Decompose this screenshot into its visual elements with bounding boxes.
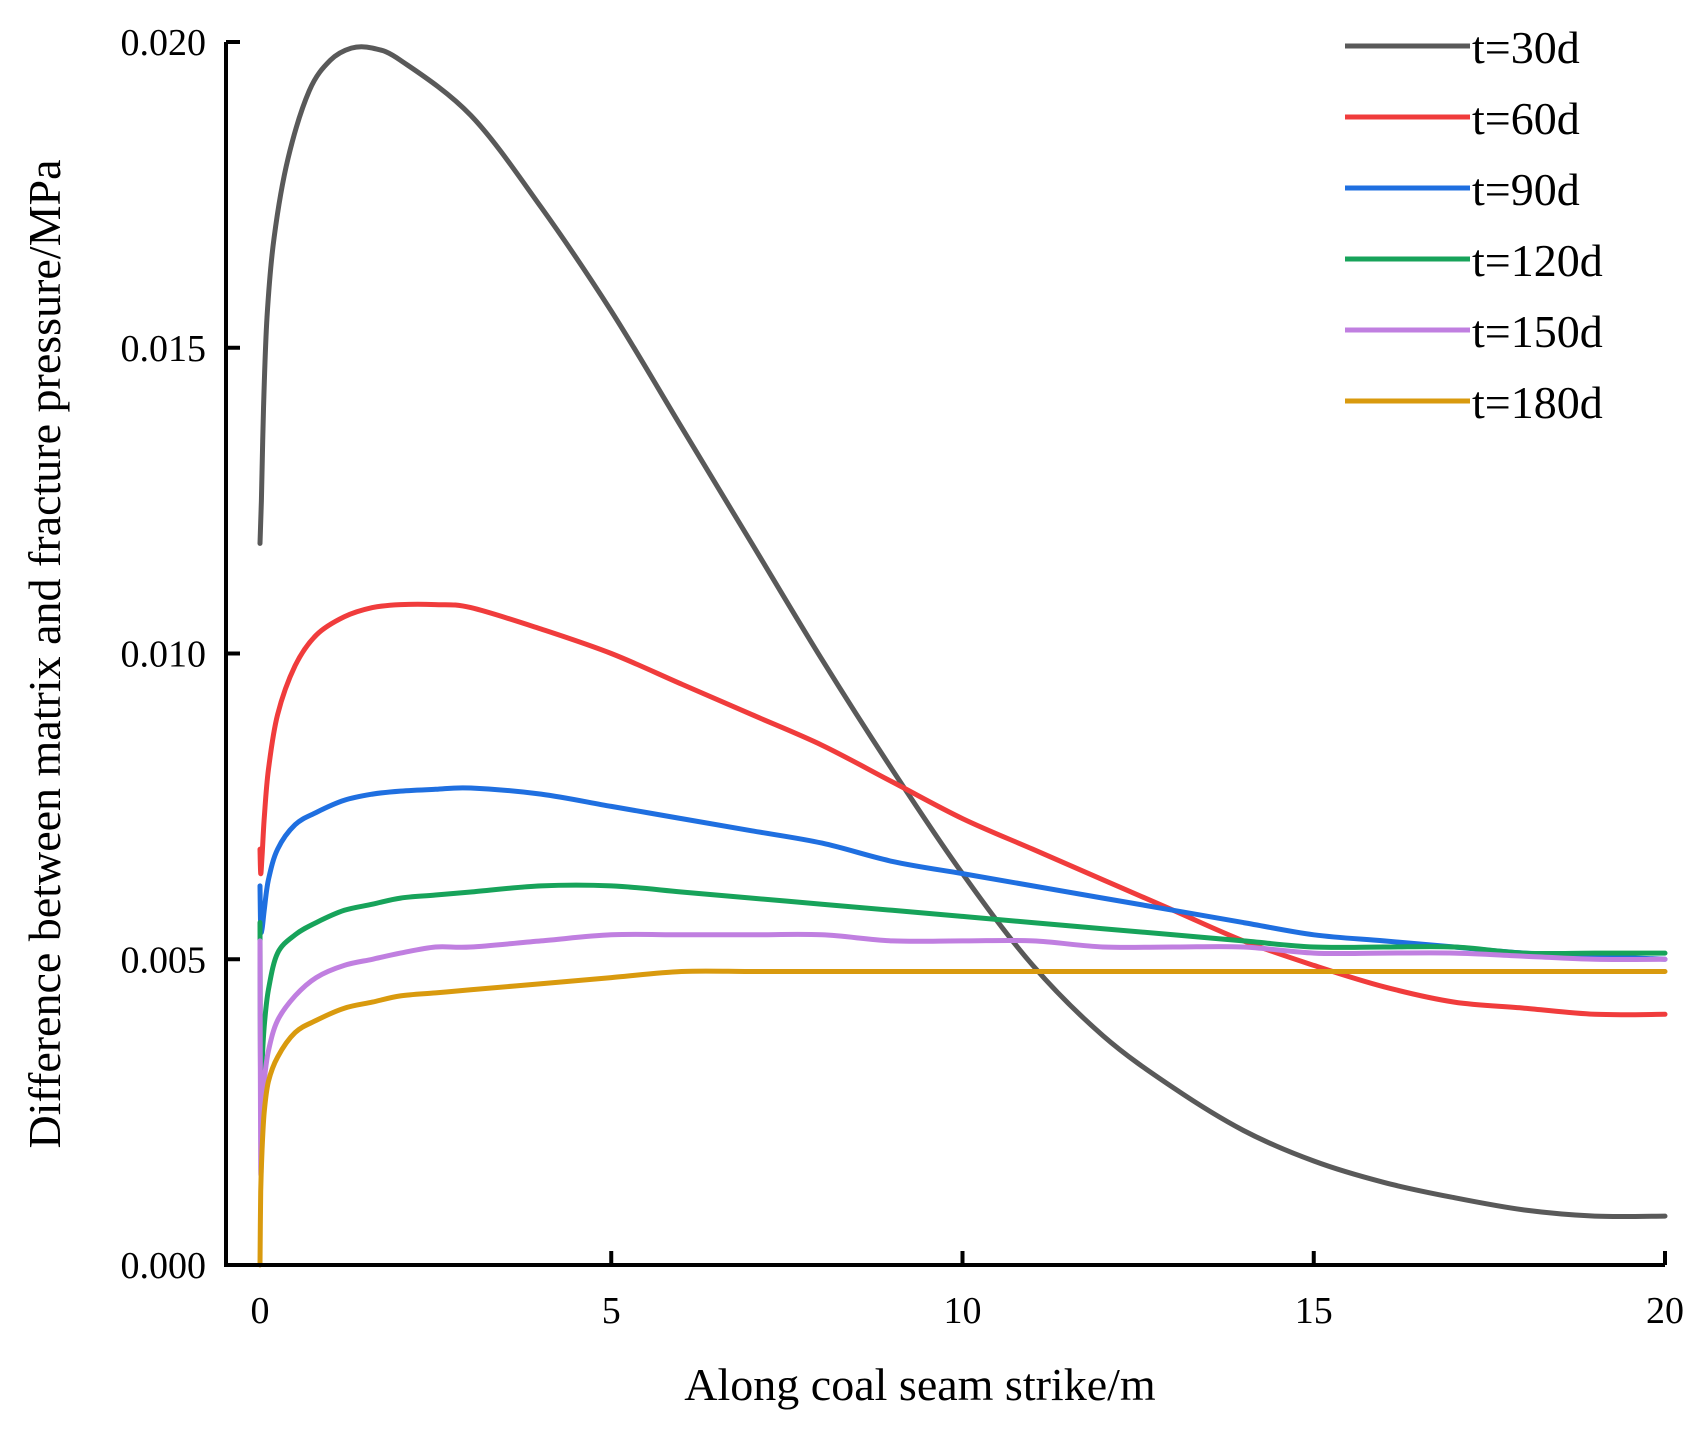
x-tick-label: 10 [944,1290,982,1332]
axes [224,42,1665,1267]
y-axis-title: Difference between matrix and fracture p… [19,160,70,1149]
plot-lines [257,44,1668,1268]
series-line-t-90d [257,785,1668,962]
legend-label: t=60d [1472,93,1580,144]
y-tick-label: 0.010 [121,634,207,676]
y-tick-label: 0.015 [121,328,207,370]
x-ticks: 0 5 10 15 20 [251,1251,1684,1332]
legend-label: t=30d [1472,22,1580,73]
series-line-t-180d [257,968,1668,1268]
legend-label: t=180d [1472,377,1603,428]
legend-label: t=90d [1472,164,1580,215]
legend: t=30d t=60d t=90d t=120d t=150d t=180d [1345,22,1603,428]
series-line-t-120d [257,882,1668,1120]
x-tick-label: 5 [602,1290,621,1332]
series-line-t-30d [257,44,1668,1220]
y-ticks: 0.000 0.005 0.010 0.015 0.020 [121,22,240,1287]
legend-label: t=120d [1472,235,1603,286]
x-tick-label: 0 [251,1290,270,1332]
series-line-t-150d [257,931,1668,1178]
x-tick-label: 20 [1646,1290,1684,1332]
y-tick-label: 0.005 [121,939,207,981]
x-tick-label: 15 [1295,1290,1333,1332]
legend-label: t=150d [1472,306,1603,357]
y-tick-label: 0.000 [121,1245,207,1287]
x-axis-title: Along coal seam strike/m [684,1359,1156,1410]
y-tick-label: 0.020 [121,22,207,64]
